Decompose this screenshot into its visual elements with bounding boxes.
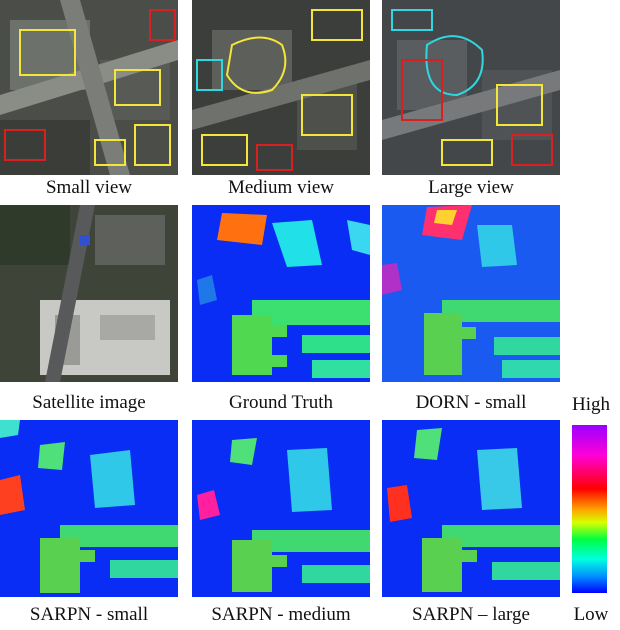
caption-sarpn-large: SARPN – large — [412, 604, 530, 625]
panel-ground-truth — [192, 205, 370, 382]
sarpn-medium-depth — [192, 420, 370, 597]
satellite-image — [0, 205, 178, 382]
panel-sarpn-small — [0, 420, 178, 597]
caption-dorn-small: DORN - small — [415, 392, 527, 413]
colorbar-low-label: Low — [573, 604, 609, 625]
caption-medium-view: Medium view — [227, 177, 335, 198]
caption-small-view: Small view — [45, 177, 133, 198]
sarpn-small-depth — [0, 420, 178, 597]
medium-view-image — [192, 0, 370, 175]
small-view-image — [0, 0, 178, 175]
panel-medium-view — [192, 0, 370, 175]
caption-satellite-image: Satellite image — [32, 392, 146, 413]
caption-sarpn-medium: SARPN - medium — [211, 604, 351, 625]
panel-small-view — [0, 0, 178, 175]
ground-truth-depth — [192, 205, 370, 382]
panel-dorn-small — [382, 205, 560, 382]
panel-sarpn-large — [382, 420, 560, 597]
panel-sarpn-medium — [192, 420, 370, 597]
colorbar-high-label: High — [572, 394, 610, 415]
panel-satellite-image — [0, 205, 178, 382]
large-view-image — [382, 0, 560, 175]
depth-colorbar — [572, 425, 607, 593]
dorn-small-depth — [382, 205, 560, 382]
caption-large-view: Large view — [428, 177, 514, 198]
caption-ground-truth: Ground Truth — [229, 392, 333, 413]
panel-large-view — [382, 0, 560, 175]
sarpn-large-depth — [382, 420, 560, 597]
caption-sarpn-small: SARPN - small — [29, 604, 149, 625]
